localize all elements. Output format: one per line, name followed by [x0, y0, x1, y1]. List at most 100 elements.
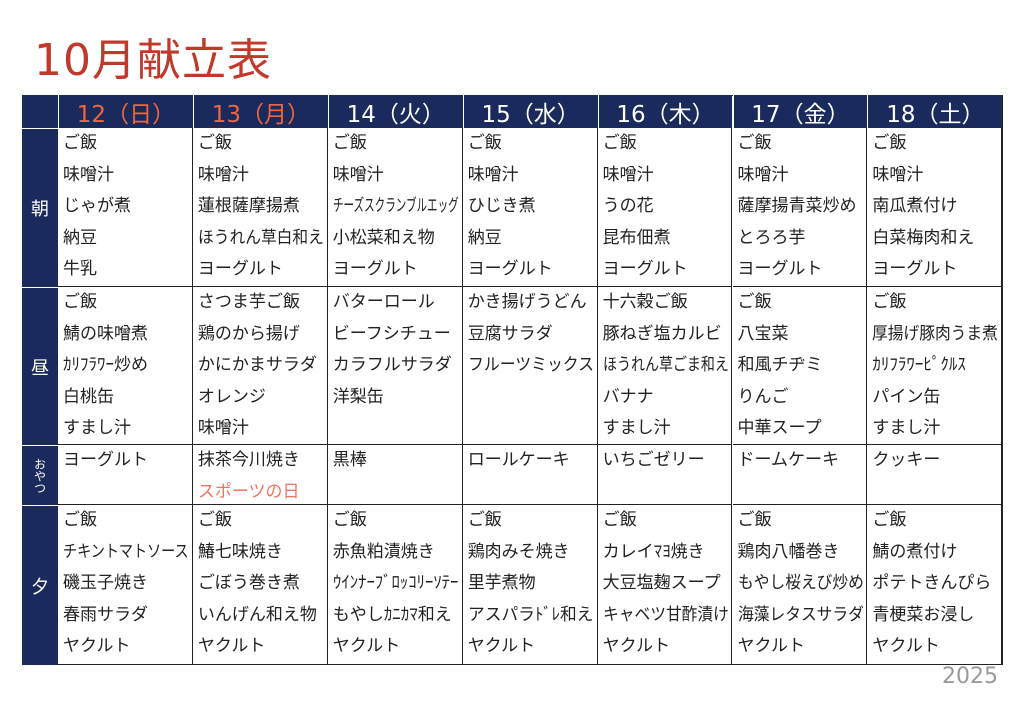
menu-item: もやしｶﾆｶﾏ和え: [332, 604, 452, 625]
menu-item: 牛乳: [63, 259, 97, 280]
menu-item: ポテトきんぴら: [872, 573, 992, 594]
header-corner: [22, 95, 58, 128]
menu-item: 青梗菜お浸し: [872, 604, 975, 625]
menu-item: かにかまサラダ: [197, 355, 317, 376]
menu-item: ヨーグルト: [332, 259, 418, 280]
menu-item: ひじき煮: [467, 196, 536, 217]
menu-cell: ご飯 味噌汁 ひじき煮 納豆 ヨーグルト: [462, 128, 598, 287]
menu-item: ヤクルト: [63, 636, 131, 657]
menu-item: クッキー: [872, 450, 941, 470]
menu-cell: ご飯 鶏肉八幡巻き もやし桜えび炒め 海藻レタスサラダ ヤクルト: [732, 505, 868, 665]
menu-item: アスパラﾄﾞﾚ和え: [467, 604, 594, 625]
menu-cell: ご飯 味噌汁 薩摩揚青菜炒め とろろ芋 ヨーグルト: [732, 128, 868, 287]
menu-cell: ご飯 八宝菜 和風チヂミ りんご 中華スープ: [732, 287, 868, 445]
menu-item: 蓮根薩摩揚煮: [197, 196, 300, 217]
menu-item: 白桃缶: [63, 386, 114, 407]
menu-item: 磯玉子焼き: [63, 573, 148, 594]
menu-cell: 抹茶今川焼き スポーツの日: [192, 445, 328, 505]
day-header: 17（金）: [732, 95, 868, 128]
day-header: 16（木）: [597, 95, 733, 128]
menu-item: 昆布佃煮: [602, 227, 671, 248]
menu-item: ヨーグルト: [467, 259, 553, 280]
year: 2025: [942, 664, 998, 689]
menu-item: ご飯: [872, 510, 907, 530]
menu-item: ヨーグルト: [63, 450, 148, 470]
menu-item: ご飯: [467, 133, 502, 153]
menu-item: バナナ: [602, 386, 654, 407]
menu-item: 厚揚げ豚肉うま煮: [872, 323, 999, 344]
menu-item: 赤魚粕漬焼き: [332, 541, 435, 562]
menu-cell: バターロール ビーフシチュー カラフルサラダ 洋梨缶: [327, 287, 463, 445]
menu-item: チキントマトソース: [63, 541, 189, 562]
menu-cell: ご飯 赤魚粕漬焼き ｳｲﾝﾅｰﾌﾞﾛｯｺﾘｰｿﾃｰ もやしｶﾆｶﾏ和え ヤクルト: [327, 505, 463, 665]
menu-item: 味噌汁: [197, 418, 249, 439]
menu-item: 味噌汁: [737, 164, 789, 185]
menu-item: 洋梨缶: [332, 386, 384, 407]
menu-item: 鯖の味噌煮: [63, 323, 148, 344]
menu-item: ご飯: [63, 292, 97, 312]
menu-item: ヤクルト: [467, 636, 536, 657]
menu-item: 里芋煮物: [467, 573, 536, 594]
menu-item: 南瓜煮付け: [872, 196, 958, 217]
menu-item: カレイﾏﾖ焼き: [602, 541, 705, 562]
menu-item: 鶏肉みそ焼き: [467, 541, 570, 562]
menu-cell: 十六穀ご飯 豚ねぎ塩カルビ ほうれん草ごま和え バナナ すまし汁: [597, 287, 733, 445]
menu-item: オレンジ: [197, 386, 266, 407]
menu-item: カラフルサラダ: [332, 355, 452, 376]
menu-cell: いちごゼリー: [597, 445, 733, 505]
menu-item: りんご: [737, 386, 789, 407]
menu-item: じゃが煮: [63, 196, 131, 217]
menu-item: ご飯: [737, 133, 772, 153]
menu-item: 味噌汁: [872, 164, 924, 185]
menu-item: ビーフシチュー: [332, 323, 451, 344]
menu-item: ヤクルト: [872, 636, 940, 657]
menu-item: バターロール: [332, 292, 435, 312]
menu-item: 納豆: [63, 227, 97, 248]
meal-label: 夕: [22, 505, 58, 665]
menu-item: 豆腐サラダ: [467, 323, 553, 344]
menu-cell: ご飯 鰆七味焼き ごぼう巻き煮 いんげん和え物 ヤクルト: [192, 505, 328, 665]
menu-item: ｳｲﾝﾅｰﾌﾞﾛｯｺﾘｰｿﾃｰ: [332, 573, 459, 594]
menu-item: 鯖の煮付け: [872, 541, 958, 562]
menu-item: ヨーグルト: [737, 259, 823, 280]
menu-item: すまし汁: [602, 418, 671, 439]
menu-item: いちごゼリー: [602, 450, 705, 470]
menu-item: フルーツミックス: [467, 355, 594, 376]
menu-cell: ご飯 チキントマトソース 磯玉子焼き 春雨サラダ ヤクルト: [58, 505, 193, 665]
day-header: 12（日）: [58, 95, 193, 128]
meal-label: おやつ: [22, 445, 58, 505]
menu-cell: ドームケーキ: [732, 445, 868, 505]
menu-cell: クッキー: [867, 445, 1003, 505]
menu-cell: ヨーグルト: [58, 445, 193, 505]
menu-item: ヤクルト: [197, 636, 266, 657]
menu-item: ヨーグルト: [872, 259, 958, 280]
menu-item: うの花: [602, 196, 654, 217]
title: 10月献立表: [34, 35, 272, 86]
menu-item: 十六穀ご飯: [602, 292, 688, 312]
menu-item: ご飯: [197, 510, 232, 530]
menu-item: いんげん和え物: [197, 604, 317, 625]
menu-cell: ご飯 味噌汁 蓮根薩摩揚煮 ほうれん草白和え ヨーグルト: [192, 128, 328, 287]
menu-item: ほうれん草ごま和え: [602, 355, 729, 376]
menu-cell: ご飯 味噌汁 南瓜煮付け 白菜梅肉和え ヨーグルト: [867, 128, 1003, 287]
menu-item: 大豆塩麹スープ: [602, 573, 721, 594]
menu-item: 和風チヂミ: [737, 355, 823, 376]
menu-item: 鶏のから揚げ: [197, 323, 300, 344]
menu-item: 小松菜和え物: [332, 227, 435, 248]
menu-item: 納豆: [467, 227, 502, 248]
menu-item: ご飯: [197, 133, 232, 153]
menu-item: もやし桜えび炒め: [737, 573, 864, 594]
menu-item: ご飯: [332, 133, 367, 153]
day-header: 15（水）: [462, 95, 598, 128]
menu-item: ロールケーキ: [467, 450, 570, 470]
menu-cell: 黒棒: [327, 445, 463, 505]
menu-cell: ご飯 カレイﾏﾖ焼き 大豆塩麹スープ キャベツ甘酢漬け ヤクルト: [597, 505, 733, 665]
menu-item: ご飯: [63, 510, 97, 530]
menu-item: 薩摩揚青菜炒め: [737, 196, 857, 217]
menu-item: ドームケーキ: [737, 450, 840, 470]
menu-item: ごぼう巻き煮: [197, 573, 300, 594]
menu-item: 白菜梅肉和え: [872, 227, 975, 248]
menu-item: 味噌汁: [197, 164, 249, 185]
